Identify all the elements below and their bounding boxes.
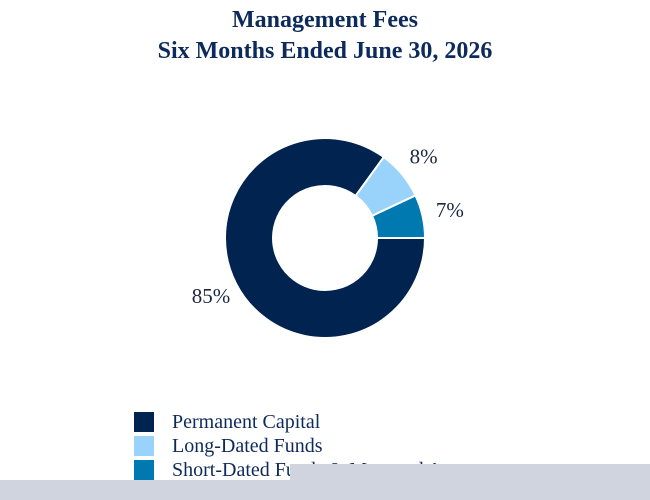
chart-subtitle: Six Months Ended June 30, 2026 — [157, 38, 493, 64]
legend-swatch — [134, 412, 154, 432]
legend-item-long-dated-funds: Long-Dated Funds — [134, 434, 503, 458]
slice-label: 8% — [410, 144, 438, 168]
legend-label: Long-Dated Funds — [172, 434, 323, 457]
legend-label: Permanent Capital — [172, 410, 321, 433]
slice-label: 85% — [192, 284, 231, 308]
bottom-overlay-bar — [0, 480, 650, 500]
legend-item-permanent-capital: Permanent Capital — [134, 410, 503, 434]
donut-slice-short-dated-funds-managed-accounts — [370, 194, 427, 239]
legend-swatch — [134, 436, 154, 456]
donut-slice-permanent-capital — [224, 137, 427, 339]
chart-title-block: Management Fees Six Months Ended June 30… — [0, 5, 650, 67]
bottom-overlay-notch — [290, 464, 650, 480]
slice-label: 7% — [436, 198, 464, 222]
legend-swatch — [134, 460, 154, 480]
chart-title: Management Fees — [232, 7, 418, 33]
